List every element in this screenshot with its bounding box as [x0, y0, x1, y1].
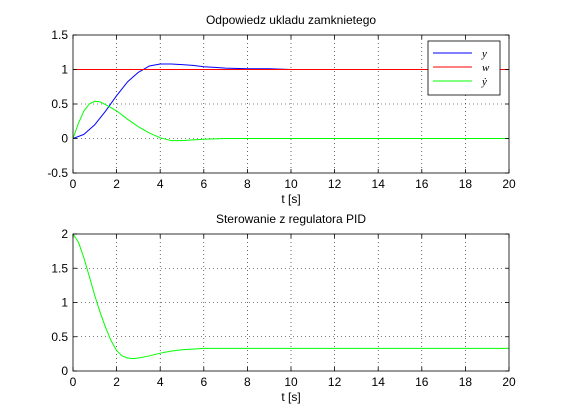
y-tick-label: 0 — [61, 132, 68, 146]
y-tick-label: 1.5 — [51, 28, 68, 42]
x-tick-label: 20 — [502, 375, 516, 389]
x-tick-label: 0 — [70, 375, 77, 389]
legend: ywẏ — [427, 40, 501, 96]
x-tick-label: 10 — [284, 375, 298, 389]
x-tick-label: 16 — [415, 375, 429, 389]
x-tick-label: 8 — [244, 375, 251, 389]
x-tick-label: 4 — [157, 177, 164, 191]
x-tick-label: 0 — [70, 177, 77, 191]
x-tick-label: 14 — [372, 177, 386, 191]
chart-2: 0 2 4 6 8 10 12 14 16 18 20 0 0.5 1 1.5 2 Sterowanie z r… — [51, 212, 516, 404]
x-axis-label: t [s] — [281, 390, 300, 404]
x-tick-label: 6 — [200, 375, 207, 389]
series-line-series-0 — [73, 63, 339, 139]
y-tick-label: 1 — [61, 63, 68, 77]
x-tick-label: 8 — [244, 177, 251, 191]
y-tick-label: 0.5 — [51, 330, 68, 344]
x-tick-label: 12 — [328, 375, 342, 389]
x-tick-label: 10 — [284, 177, 298, 191]
legend-label: ẏ — [481, 76, 487, 88]
y-tick-label: 1.5 — [51, 261, 68, 275]
x-tick-label: 4 — [157, 375, 164, 389]
series-line-series-2 — [73, 100, 509, 142]
x-tick-label: 2 — [113, 375, 120, 389]
legend-label: y — [481, 48, 487, 60]
series-group — [73, 234, 509, 360]
x-tick-label: 16 — [415, 177, 429, 191]
series-line-series-0 — [73, 234, 509, 360]
y-tick-label: 0 — [61, 364, 68, 378]
chart-title: Odpowiedz ukladu zamknietego — [206, 13, 376, 27]
y-tick-label: 2 — [61, 227, 68, 241]
grid — [73, 234, 509, 371]
y-tick-label: -0.5 — [47, 166, 68, 180]
x-axis-label: t [s] — [281, 192, 300, 206]
x-tick-label: 14 — [372, 375, 386, 389]
x-tick-label: 12 — [328, 177, 342, 191]
legend-label: w — [482, 62, 490, 74]
chart-title: Sterowanie z regulatora PID — [216, 212, 366, 226]
x-tick-label: 2 — [113, 177, 120, 191]
x-tick-label: 6 — [200, 177, 207, 191]
legend-box — [427, 40, 501, 96]
y-tick-label: 1 — [61, 296, 68, 310]
y-tick-label: 0.5 — [51, 97, 68, 111]
x-tick-label: 20 — [502, 177, 516, 191]
x-tick-label: 18 — [459, 375, 473, 389]
x-tick-label: 18 — [459, 177, 473, 191]
